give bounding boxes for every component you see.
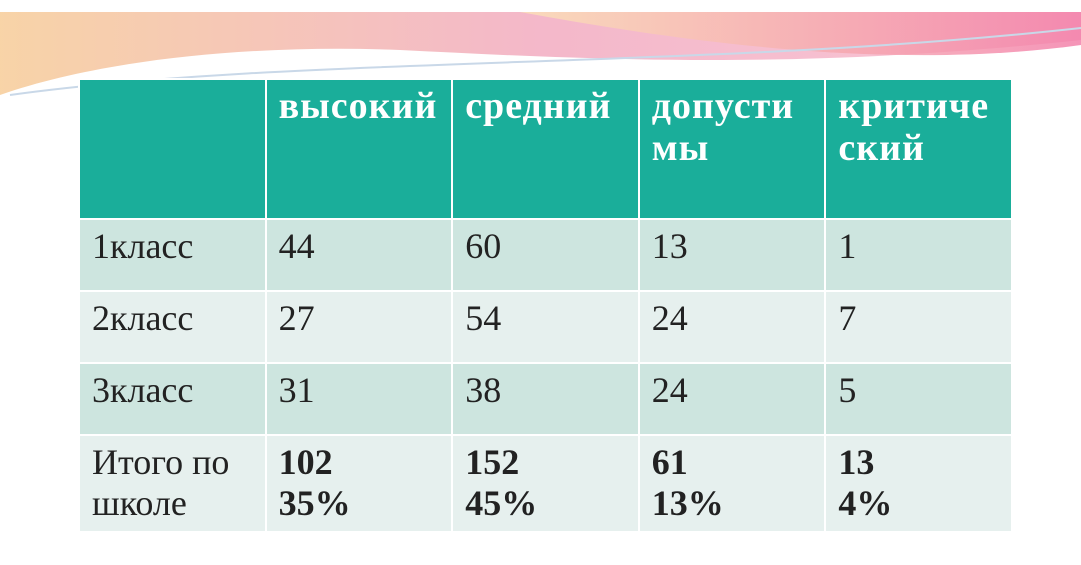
value-cell: 44 <box>266 219 453 291</box>
value-cell: 24 <box>639 363 826 435</box>
total-line: 13% <box>652 483 813 524</box>
value-cell: 31 <box>266 363 453 435</box>
total-line: 13 <box>838 442 999 483</box>
header-cell: средний <box>452 79 639 219</box>
value-cell: 13 <box>639 219 826 291</box>
value-cell: 60 <box>452 219 639 291</box>
row-label: 1класс <box>79 219 266 291</box>
header-cell: критический <box>825 79 1012 219</box>
row-label: Итого по школе <box>79 435 266 532</box>
total-line: 4% <box>838 483 999 524</box>
total-line: 35% <box>279 483 440 524</box>
value-cell: 27 <box>266 291 453 363</box>
header-cell <box>79 79 266 219</box>
header-cell: допустимы <box>639 79 826 219</box>
row-label: 3класс <box>79 363 266 435</box>
value-cell: 24 <box>639 291 826 363</box>
total-line: 45% <box>465 483 626 524</box>
total-line: 152 <box>465 442 626 483</box>
value-cell: 1 <box>825 219 1012 291</box>
value-cell: 38 <box>452 363 639 435</box>
value-cell: 7 <box>825 291 1012 363</box>
slide: высокийсреднийдопустимыкритический 1класс… <box>0 0 1081 565</box>
total-line: 102 <box>279 442 440 483</box>
header-cell: высокий <box>266 79 453 219</box>
value-cell: 5 <box>825 363 1012 435</box>
total-line: 61 <box>652 442 813 483</box>
row-label: 2класс <box>79 291 266 363</box>
value-cell: 54 <box>452 291 639 363</box>
